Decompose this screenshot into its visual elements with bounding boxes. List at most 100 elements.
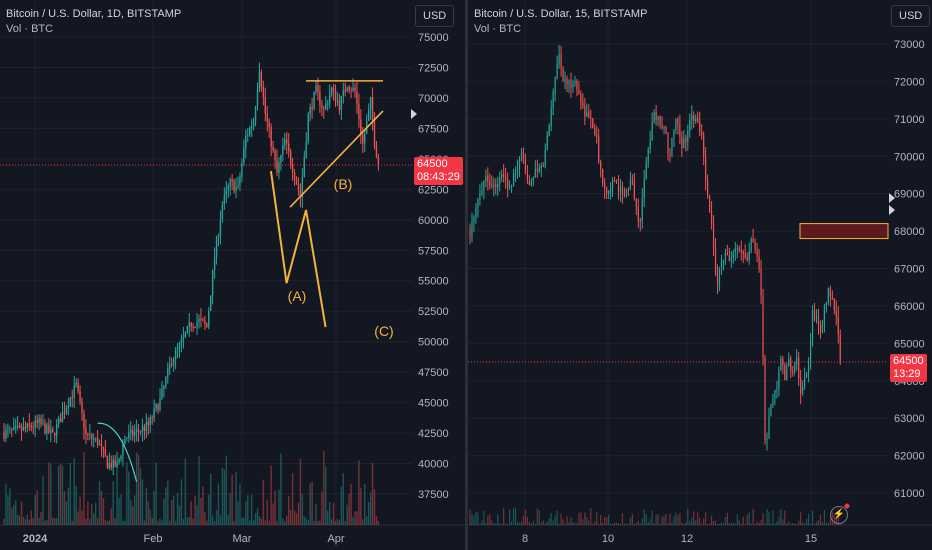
volume-bar bbox=[71, 520, 73, 525]
candle-body bbox=[266, 113, 268, 122]
volume-bar bbox=[32, 518, 34, 525]
candle-body bbox=[184, 332, 187, 337]
chart-panel-daily[interactable]: 37500 40000 42500 45000 47500 50000 52500 55000… bbox=[0, 0, 465, 550]
volume-bar bbox=[839, 523, 841, 525]
volume-bar bbox=[708, 523, 711, 525]
candle-body bbox=[198, 318, 200, 322]
candle-body bbox=[9, 428, 11, 430]
currency-button[interactable]: USD bbox=[891, 5, 931, 27]
candle-body bbox=[651, 122, 653, 141]
candle-body bbox=[609, 188, 612, 192]
candle-body bbox=[691, 115, 693, 121]
volume-bar bbox=[204, 512, 206, 525]
candle-body bbox=[46, 424, 48, 434]
candle-body bbox=[570, 80, 572, 88]
candle-body bbox=[332, 87, 335, 90]
candle-body bbox=[22, 426, 25, 431]
volume-bar bbox=[825, 522, 827, 525]
candle-body bbox=[784, 365, 786, 380]
volume-bar bbox=[124, 520, 126, 525]
volume-bar bbox=[24, 519, 27, 525]
candle-body bbox=[89, 434, 91, 436]
candle-body bbox=[501, 174, 503, 178]
volume-bar bbox=[233, 520, 235, 525]
chart-title: Bitcoin / U.S. Dollar, 1D, BITSTAMP bbox=[6, 8, 182, 20]
volume-bar bbox=[208, 494, 210, 525]
candle-body bbox=[137, 429, 140, 432]
volume-bar bbox=[151, 518, 153, 525]
volume-bar bbox=[520, 521, 523, 525]
volume-bar bbox=[303, 516, 305, 525]
volume-bar bbox=[30, 510, 32, 525]
candle-body bbox=[560, 54, 562, 69]
y-tick-label: 69000 bbox=[894, 189, 925, 201]
candle-body bbox=[307, 114, 309, 142]
candle-body bbox=[633, 181, 635, 199]
candle-body bbox=[120, 455, 122, 459]
volume-bar bbox=[631, 513, 633, 525]
candle-body bbox=[36, 420, 38, 423]
volume-bar bbox=[118, 498, 120, 525]
candle-body bbox=[91, 434, 93, 440]
chart-panel-15min[interactable]: 6100062000630006400065000660006700068000… bbox=[468, 0, 932, 550]
volume-bar bbox=[157, 520, 159, 525]
candle-body bbox=[128, 432, 130, 438]
candle-body bbox=[104, 449, 107, 457]
candle-body bbox=[34, 420, 36, 428]
volume-bar bbox=[7, 495, 9, 525]
candle-body bbox=[219, 219, 222, 236]
lightning-icon[interactable]: ⚡ bbox=[830, 506, 848, 524]
panel-divider[interactable] bbox=[465, 0, 468, 550]
volume-bar bbox=[104, 520, 107, 525]
candle-body bbox=[590, 117, 592, 119]
volume-bar bbox=[229, 493, 231, 525]
currency-button[interactable]: USD bbox=[415, 5, 455, 27]
volume-bar bbox=[790, 523, 792, 525]
volume-bar bbox=[161, 520, 163, 525]
candle-body bbox=[732, 251, 734, 259]
volume-bar bbox=[604, 516, 606, 525]
candle-body bbox=[819, 324, 822, 332]
volume-bar bbox=[330, 519, 333, 525]
volume-bar bbox=[241, 517, 243, 525]
volume-bar bbox=[299, 459, 302, 525]
y-tick-label: 57500 bbox=[418, 245, 449, 257]
candle-body bbox=[756, 249, 758, 257]
volume-bar bbox=[87, 501, 89, 525]
volume-bar bbox=[748, 512, 750, 525]
volume-bar bbox=[582, 519, 584, 525]
volume-bar bbox=[52, 517, 54, 525]
current-price-tag: 64500 08:43:29 bbox=[414, 157, 463, 185]
volume-bar bbox=[16, 514, 19, 525]
candle-body bbox=[352, 87, 354, 91]
candle-body bbox=[206, 323, 208, 328]
volume-bar bbox=[665, 514, 667, 525]
volume-bar bbox=[540, 522, 542, 525]
volume-bar bbox=[590, 508, 592, 525]
volume-bar bbox=[699, 517, 701, 525]
daily-chart-canvas[interactable]: 37500 40000 42500 45000 47500 50000 52500 55000… bbox=[0, 0, 465, 550]
volume-bar bbox=[811, 511, 814, 525]
volume-bar bbox=[712, 520, 715, 525]
volume-bar bbox=[9, 488, 11, 525]
candle-body bbox=[147, 422, 149, 426]
volume-label: Vol · BTC bbox=[474, 23, 522, 35]
volume-bar bbox=[524, 509, 527, 525]
volume-bar bbox=[93, 513, 95, 525]
candle-body bbox=[208, 310, 210, 328]
price-value: 64500 bbox=[417, 158, 448, 170]
intraday-chart-canvas[interactable]: 6100062000630006400065000660006700068000… bbox=[468, 0, 932, 550]
candle-body bbox=[75, 382, 77, 386]
volume-bar bbox=[566, 516, 568, 525]
candle-body bbox=[55, 424, 58, 436]
candle-body bbox=[276, 160, 278, 173]
volume-bar bbox=[667, 523, 669, 525]
volume-bar bbox=[768, 512, 770, 525]
volume-bar bbox=[770, 523, 772, 525]
volume-bar bbox=[693, 511, 695, 525]
candle-body bbox=[52, 429, 54, 433]
volume-bar bbox=[297, 502, 300, 525]
volume-bar bbox=[98, 481, 101, 525]
volume-bar bbox=[100, 490, 103, 525]
candle-body bbox=[354, 87, 356, 92]
